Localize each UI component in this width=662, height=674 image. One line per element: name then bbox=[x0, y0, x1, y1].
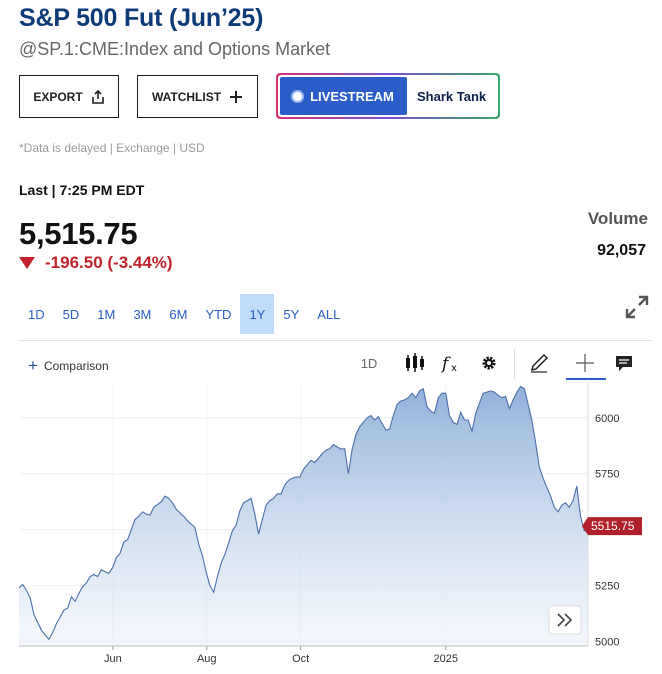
range-tab-5y[interactable]: 5Y bbox=[283, 306, 300, 322]
comparison-button[interactable]: + Comparison bbox=[28, 357, 109, 374]
range-tab-3m[interactable]: 3M bbox=[133, 306, 152, 322]
range-tab-5d[interactable]: 5D bbox=[62, 306, 80, 322]
last-price-tag: 5515.75 bbox=[582, 517, 642, 536]
range-tab-1m[interactable]: 1M bbox=[97, 306, 116, 322]
x-tick-label: Jun bbox=[104, 653, 122, 665]
crosshair-active-indicator bbox=[566, 378, 606, 380]
comment-icon[interactable] bbox=[614, 351, 634, 375]
last-price-tag-label: 5515.75 bbox=[591, 519, 635, 533]
page-title: S&P 500 Fut (Jun’25) bbox=[19, 4, 264, 32]
comparison-label: Comparison bbox=[43, 358, 109, 373]
candlestick-icon[interactable] bbox=[404, 351, 426, 375]
export-button[interactable]: EXPORT bbox=[19, 75, 119, 118]
y-tick-label: 5750 bbox=[595, 469, 619, 481]
price-change: -196.50 (-3.44%) bbox=[19, 253, 173, 273]
page-subtitle: @SP.1:CME:Index and Options Market bbox=[19, 39, 331, 59]
show-name[interactable]: Shark Tank bbox=[417, 88, 487, 104]
x-tick-label: Aug bbox=[197, 653, 217, 665]
svg-text:x: x bbox=[451, 363, 457, 374]
crosshair-icon[interactable] bbox=[574, 351, 596, 375]
price-line bbox=[19, 385, 589, 641]
range-tab-1d[interactable]: 1D bbox=[28, 306, 45, 322]
range-tab-all[interactable]: ALL bbox=[317, 306, 341, 322]
y-tick-label: 5250 bbox=[595, 581, 619, 593]
interval-selector[interactable]: 1D bbox=[360, 355, 378, 371]
share-icon bbox=[91, 89, 104, 104]
y-tick-label: 5000 bbox=[595, 637, 619, 649]
price-chart[interactable]: Jun Aug Oct 2025 5000 5250 5750 6000 5515.75 bbox=[19, 380, 649, 672]
volume-label: Volume bbox=[587, 209, 648, 228]
watchlist-button[interactable]: WATCHLIST bbox=[137, 75, 258, 118]
last-price: 5,515.75 bbox=[19, 216, 138, 251]
volume-value: 92,057 bbox=[597, 242, 646, 259]
scroll-forward-button[interactable] bbox=[548, 605, 582, 635]
plus-icon: + bbox=[28, 356, 38, 375]
change-value: -196.50 (-3.44%) bbox=[45, 253, 173, 272]
toolbar-divider bbox=[19, 340, 652, 341]
double-chevron-right-icon bbox=[557, 613, 573, 627]
svg-text:f: f bbox=[441, 354, 451, 374]
x-tick-label: 2025 bbox=[434, 653, 458, 665]
range-tab-ytd[interactable]: YTD bbox=[205, 306, 232, 322]
range-tab-1y[interactable]: 1Y bbox=[240, 294, 275, 334]
plus-icon bbox=[230, 90, 243, 103]
gear-icon[interactable] bbox=[480, 351, 498, 375]
function-icon[interactable]: f x bbox=[441, 351, 463, 375]
range-tabs: 1D 5D 1M 3M 6M YTD 1Y 5Y ALL bbox=[19, 294, 349, 334]
delay-notice: *Data is delayed | Exchange | USD bbox=[19, 141, 205, 155]
pencil-icon[interactable] bbox=[528, 351, 550, 375]
last-timestamp: Last | 7:25 PM EDT bbox=[19, 182, 145, 198]
live-dot-icon bbox=[293, 91, 303, 101]
livestream-button[interactable]: LIVESTREAM bbox=[280, 77, 407, 115]
y-tick-label: 6000 bbox=[595, 413, 619, 425]
watchlist-label: WATCHLIST bbox=[151, 89, 222, 104]
livestream-label: LIVESTREAM bbox=[310, 88, 394, 104]
export-label: EXPORT bbox=[33, 89, 83, 104]
price-area bbox=[19, 386, 588, 646]
livestream-inner: LIVESTREAM Shark Tank bbox=[278, 75, 498, 117]
toolbar-separator bbox=[514, 349, 515, 379]
expand-icon[interactable] bbox=[624, 294, 650, 320]
range-tab-6m[interactable]: 6M bbox=[169, 306, 188, 322]
down-arrow-icon bbox=[19, 257, 35, 269]
livestream-banner[interactable]: LIVESTREAM Shark Tank bbox=[276, 73, 500, 119]
x-tick-label: Oct bbox=[292, 653, 309, 665]
